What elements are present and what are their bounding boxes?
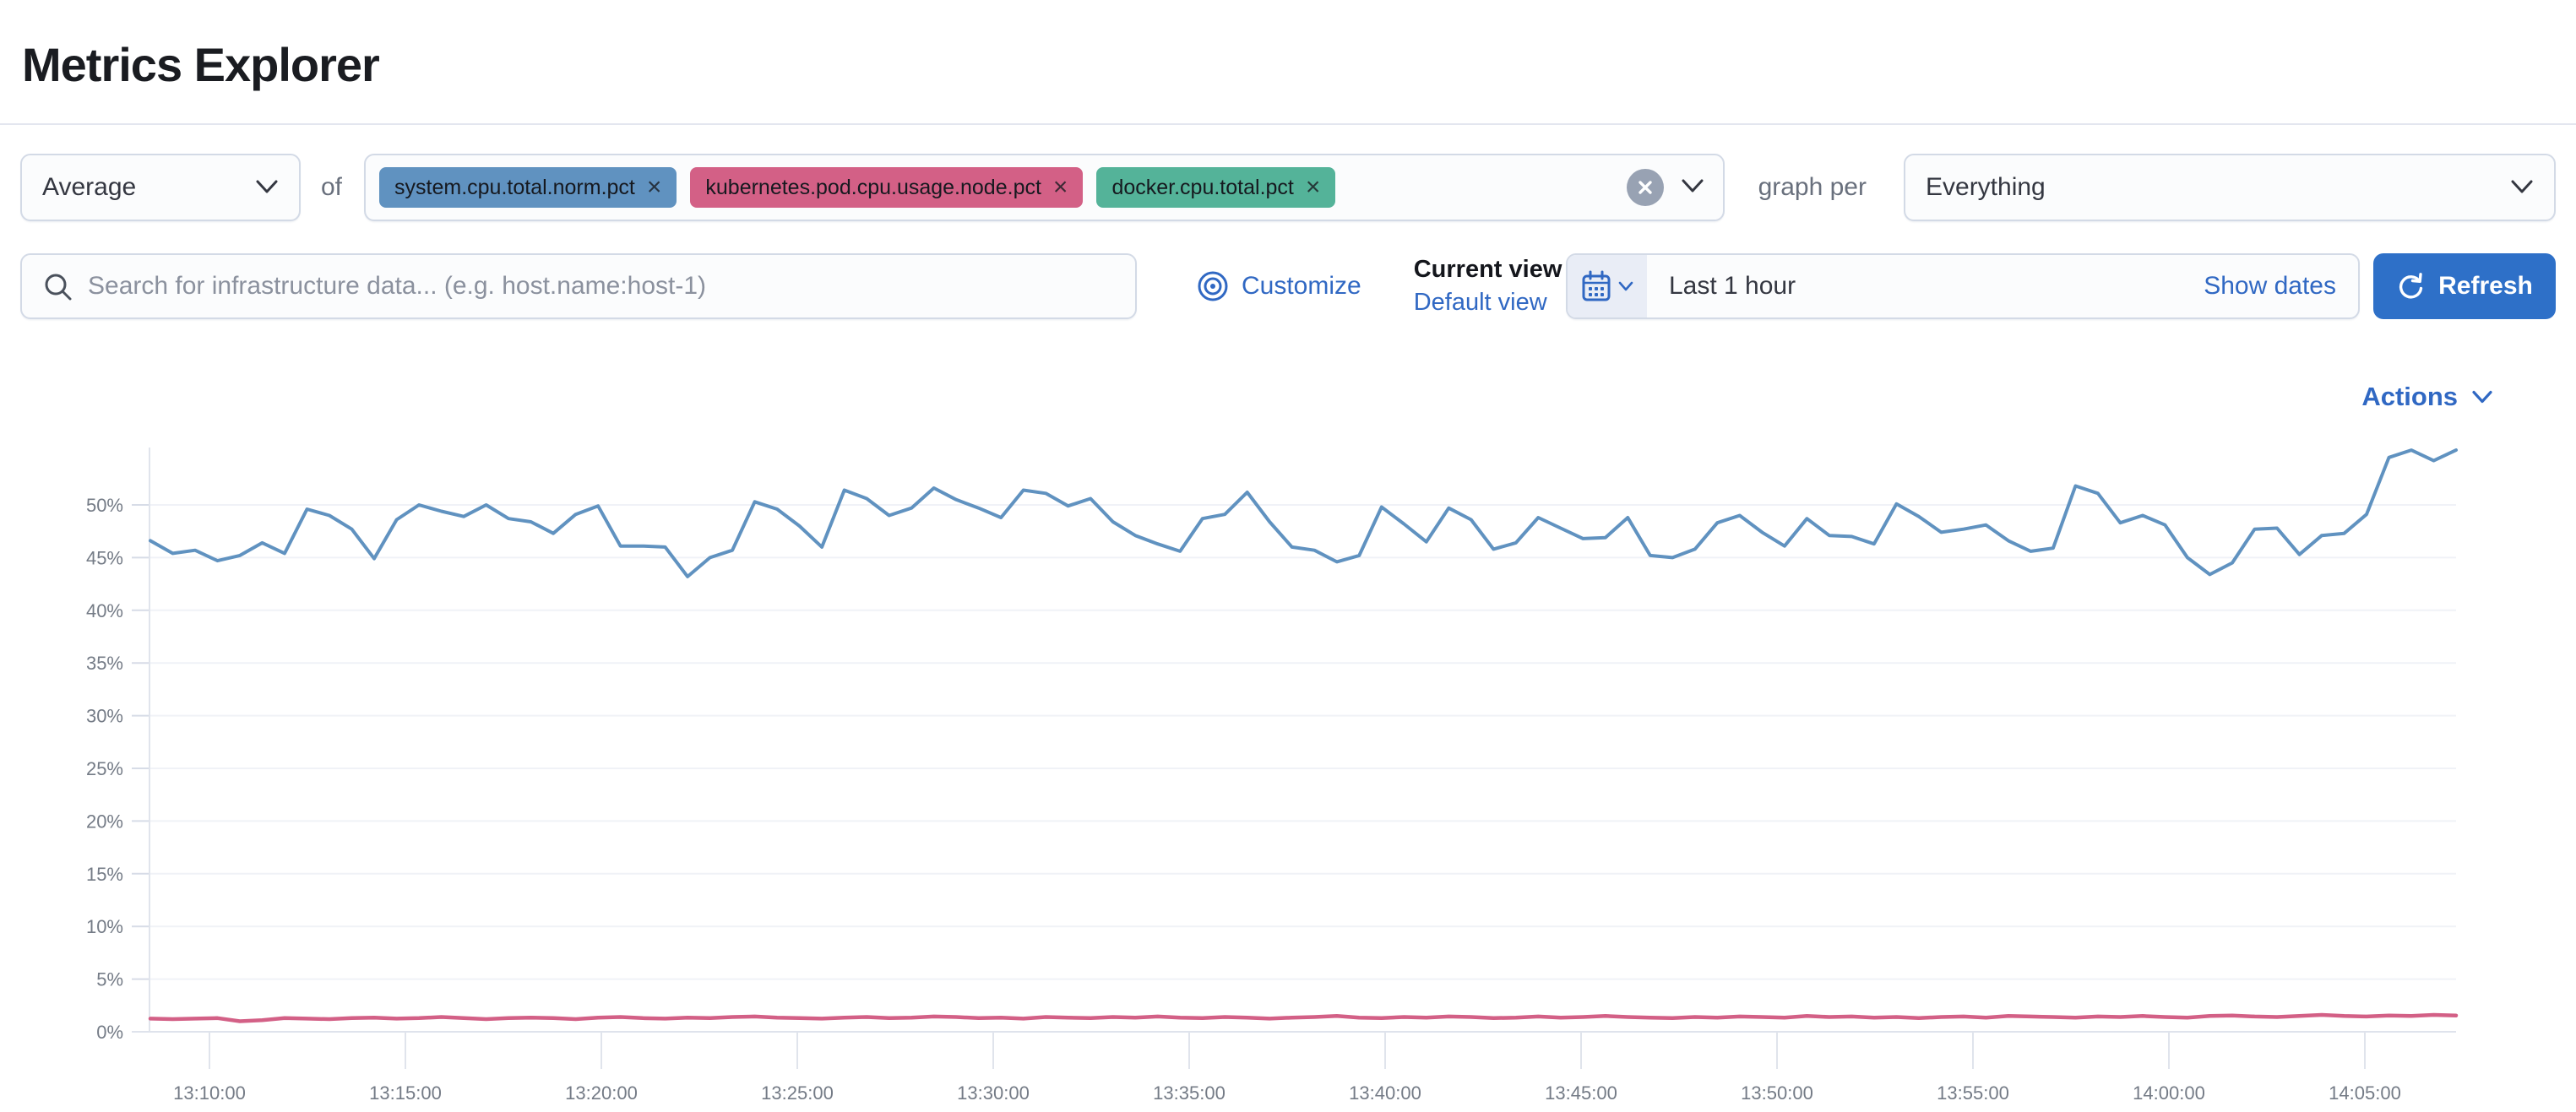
x-tick-label: 13:35:00 xyxy=(1153,1082,1226,1104)
y-tick-label: 0% xyxy=(96,1022,123,1043)
x-tick-label: 13:40:00 xyxy=(1349,1082,1421,1104)
datepicker-chevron-icon xyxy=(1618,281,1633,291)
datepicker[interactable]: Last 1 hour Show dates xyxy=(1566,253,2360,319)
metric-badge-kubernetes-pod-cpu[interactable]: kubernetes.pod.cpu.usage.node.pct × xyxy=(690,167,1084,208)
x-tick-label: 13:10:00 xyxy=(173,1082,246,1104)
badge-label: docker.cpu.total.pct xyxy=(1111,175,1294,199)
y-tick-label: 25% xyxy=(86,758,123,779)
y-tick-label: 30% xyxy=(86,706,123,727)
actions-chevron-icon xyxy=(2472,390,2492,404)
datepicker-value[interactable]: Last 1 hour xyxy=(1669,272,1796,300)
metric-badge-docker-cpu[interactable]: docker.cpu.total.pct × xyxy=(1096,167,1336,208)
x-tick-label: 14:00:00 xyxy=(2133,1082,2205,1104)
search-time-row: Customize Current view Default view Last… xyxy=(20,253,2556,319)
refresh-button[interactable]: Refresh xyxy=(2373,253,2556,319)
x-tick-label: 13:55:00 xyxy=(1937,1082,2009,1104)
graph-per-label: graph per xyxy=(1758,173,1867,201)
chevron-down-icon xyxy=(2510,173,2534,202)
customize-label: Customize xyxy=(1242,272,1361,300)
customize-button[interactable]: Customize xyxy=(1196,269,1361,303)
chevron-down-icon xyxy=(255,173,279,202)
y-tick-label: 45% xyxy=(86,547,123,568)
eye-bullseye-icon xyxy=(1198,271,1228,301)
x-tick-label: 13:45:00 xyxy=(1545,1082,1617,1104)
combobox-clear-button[interactable] xyxy=(1626,169,1664,206)
metric-badge-system-cpu[interactable]: system.cpu.total.norm.pct × xyxy=(379,167,677,208)
of-label: of xyxy=(321,173,343,201)
metrics-chart-area: 0% 5% 10% 15% 20% 25% 30% 35% 40% 45% 50% 13:10:00 1… xyxy=(0,439,2576,1108)
calendar-icon xyxy=(1582,270,1611,301)
aggregation-value: Average xyxy=(42,173,137,201)
refresh-label: Refresh xyxy=(2438,272,2533,300)
x-tick-label: 13:30:00 xyxy=(957,1082,1030,1104)
search-input[interactable] xyxy=(20,253,1137,319)
y-tick-label: 15% xyxy=(86,864,123,885)
y-tick-label: 20% xyxy=(86,811,123,832)
groupby-value: Everything xyxy=(1926,173,2046,201)
show-dates-button[interactable]: Show dates xyxy=(2204,272,2336,300)
metric-badges: system.cpu.total.norm.pct × kubernetes.p… xyxy=(379,167,1336,208)
metrics-chart[interactable]: 0% 5% 10% 15% 20% 25% 30% 35% 40% 45% 50% 13:10:00 1… xyxy=(0,439,2576,1108)
metric-controls-row: Average of system.cpu.total.norm.pct × k… xyxy=(20,154,2556,221)
y-tick-label: 10% xyxy=(86,916,123,937)
badge-label: kubernetes.pod.cpu.usage.node.pct xyxy=(705,175,1041,199)
refresh-icon xyxy=(2399,273,2423,299)
y-tick-label: 35% xyxy=(86,653,123,674)
badge-remove-icon[interactable]: × xyxy=(1052,173,1068,201)
actions-menu-button[interactable]: Actions xyxy=(2361,382,2493,412)
x-tick-label: 13:20:00 xyxy=(565,1082,638,1104)
x-tick-label: 13:25:00 xyxy=(761,1082,834,1104)
search-field xyxy=(20,253,1137,319)
clear-icon xyxy=(1638,181,1652,194)
page-title: Metrics Explorer xyxy=(22,37,380,91)
saved-view-block: Current view Default view xyxy=(1414,253,1562,319)
combobox-toggle-icon[interactable] xyxy=(1681,177,1704,198)
x-tick-label: 13:15:00 xyxy=(369,1082,442,1104)
metrics-combobox[interactable]: system.cpu.total.norm.pct × kubernetes.p… xyxy=(364,154,1725,221)
badge-remove-icon[interactable]: × xyxy=(1305,173,1321,201)
badge-remove-icon[interactable]: × xyxy=(646,173,662,201)
y-tick-label: 50% xyxy=(86,495,123,516)
actions-label: Actions xyxy=(2361,382,2458,411)
series-line-1 xyxy=(148,1012,2459,1023)
combobox-controls xyxy=(1626,169,1704,206)
default-view-link[interactable]: Default view xyxy=(1413,289,1547,316)
x-tick-label: 14:05:00 xyxy=(2329,1082,2401,1104)
series-line-0 xyxy=(149,448,2458,578)
y-tick-label: 40% xyxy=(86,600,123,621)
groupby-select[interactable]: Everything xyxy=(1904,154,2556,221)
current-view-label: Current view xyxy=(1413,256,1562,283)
x-tick-label: 13:50:00 xyxy=(1741,1082,1813,1104)
datepicker-quick-menu-button[interactable] xyxy=(1568,255,1647,317)
badge-label: system.cpu.total.norm.pct xyxy=(394,175,635,199)
header-divider xyxy=(0,123,2576,125)
aggregation-select[interactable]: Average xyxy=(20,154,301,221)
search-icon xyxy=(42,271,74,307)
y-tick-label: 5% xyxy=(96,969,123,990)
